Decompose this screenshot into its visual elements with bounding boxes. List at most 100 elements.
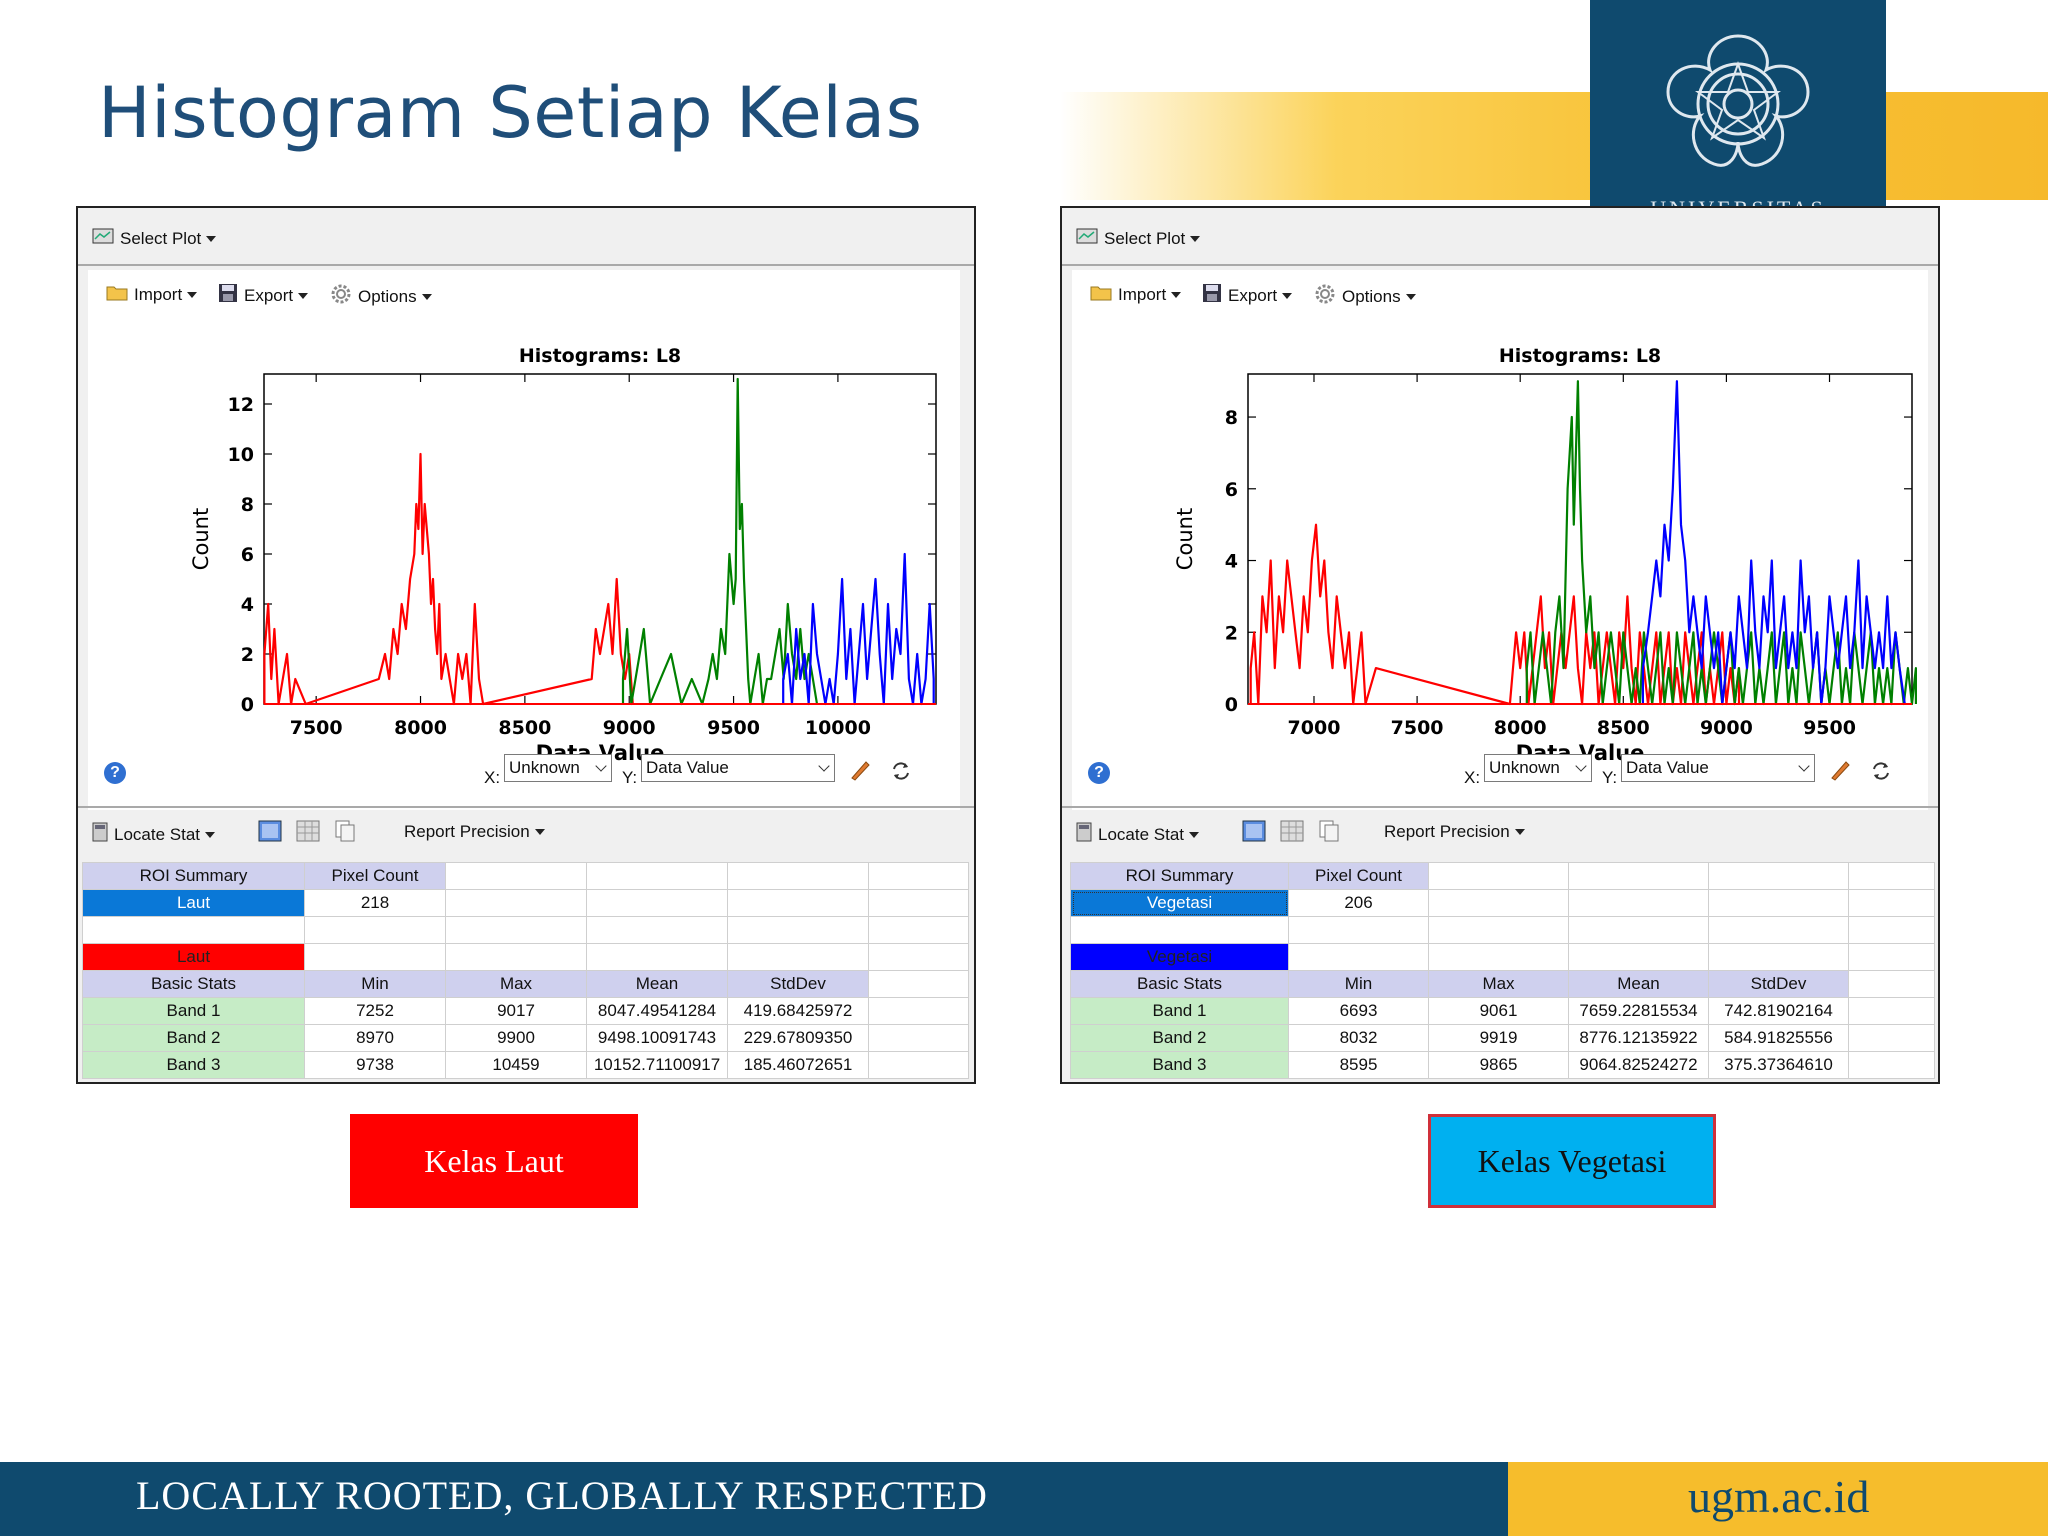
y-tick-label: 2: [1225, 622, 1238, 644]
histogram-series-1: [621, 377, 819, 706]
plot-icon: [1076, 228, 1098, 249]
y-axis-select[interactable]: Data Value: [1621, 754, 1815, 782]
y-tick-label: 6: [1225, 479, 1238, 501]
empty-cell: [868, 889, 969, 917]
options-menu[interactable]: Options: [1314, 283, 1416, 310]
table-row: Band 2 8970 9900 9498.10091743 229.67809…: [82, 1024, 969, 1052]
import-label: Import: [134, 284, 183, 304]
mean-header: Mean: [586, 970, 728, 998]
table-row: Band 1 6693 9061 7659.22815534 742.81902…: [1070, 997, 1935, 1025]
help-icon[interactable]: ?: [104, 762, 126, 784]
band-max: 9061: [1428, 997, 1569, 1025]
import-menu[interactable]: Import: [106, 283, 198, 306]
select-plot-menu[interactable]: Select Plot: [1076, 228, 1201, 249]
chevron-down-icon: [1171, 291, 1182, 298]
histogram-series-0: [263, 452, 634, 706]
band-stddev: 742.81902164: [1708, 997, 1849, 1025]
x-tick-label: 10000: [805, 717, 871, 739]
pencil-icon[interactable]: [848, 758, 872, 787]
select-plot-menu[interactable]: Select Plot: [92, 228, 217, 249]
empty-cell: [1708, 943, 1849, 971]
chevron-down-icon: [1405, 293, 1416, 300]
roi-statistics-table: ROI Summary Pixel Count Vegetasi 206 Veg…: [1070, 862, 1935, 1079]
y-axis-label: Count: [1173, 508, 1197, 570]
copy-icon[interactable]: [334, 820, 356, 847]
max-header: Max: [445, 970, 587, 998]
band-mean: 9064.82524272: [1568, 1051, 1709, 1079]
y-tick-label: 4: [241, 594, 254, 616]
export-menu[interactable]: Export: [218, 283, 309, 308]
help-icon[interactable]: ?: [1088, 762, 1110, 784]
x-axis-select[interactable]: Unknown: [504, 754, 612, 782]
pixel-count-header: Pixel Count: [304, 862, 446, 890]
empty-cell: [1848, 862, 1935, 890]
roi-summary-header: ROI Summary: [82, 862, 305, 890]
band-max: 9919: [1428, 1024, 1569, 1052]
empty-cell: [868, 1024, 969, 1052]
empty-cell: [82, 916, 305, 944]
locate-stat-menu[interactable]: Locate Stat: [1076, 822, 1200, 847]
locate-stat-menu[interactable]: Locate Stat: [92, 822, 216, 847]
footer-motto: LOCALLY ROOTED, GLOBALLY RESPECTED: [136, 1473, 988, 1518]
pencil-icon[interactable]: [1828, 758, 1852, 787]
table-view-icon[interactable]: [1242, 820, 1266, 847]
caption-text: Kelas Vegetasi: [1477, 1142, 1667, 1179]
table-row: [82, 916, 969, 944]
footer-url[interactable]: ugm.ac.id: [1688, 1471, 1870, 1522]
panel-divider: [78, 806, 974, 808]
histogram-panel-laut: Select Plot Import Export Options Histog…: [76, 206, 976, 1084]
max-header: Max: [1428, 970, 1569, 998]
empty-cell: [586, 943, 728, 971]
band-name: Band 2: [82, 1024, 305, 1052]
band-stddev: 229.67809350: [727, 1024, 869, 1052]
refresh-icon[interactable]: [1870, 760, 1892, 787]
footer-bar: [0, 1462, 1508, 1536]
roi-name-cell[interactable]: Laut: [82, 889, 305, 917]
band-min: 8970: [304, 1024, 446, 1052]
y-tick-label: 8: [241, 494, 254, 516]
select-plot-label: Select Plot: [1104, 228, 1186, 248]
basic-stats-header: Basic Stats: [1070, 970, 1289, 998]
y-axis-select[interactable]: Data Value: [641, 754, 835, 782]
band-mean: 7659.22815534: [1568, 997, 1709, 1025]
chevron-down-icon: [595, 760, 607, 772]
x-tick-label: 9500: [1803, 717, 1856, 739]
band-stddev: 419.68425972: [727, 997, 869, 1025]
refresh-icon[interactable]: [890, 760, 912, 787]
options-label: Options: [1342, 286, 1401, 306]
roi-color-swatch[interactable]: Vegetasi: [1070, 943, 1289, 971]
folder-icon: [1090, 283, 1112, 306]
x-tick-label: 9500: [707, 717, 760, 739]
table-row: Basic Stats Min Max Mean StdDev: [1070, 970, 1935, 998]
save-icon: [1202, 283, 1222, 308]
report-precision-menu[interactable]: Report Precision: [404, 822, 545, 842]
x-tick-label: 9000: [1700, 717, 1753, 739]
empty-cell: [1848, 916, 1935, 944]
y-tick-label: 2: [241, 644, 254, 666]
empty-cell: [727, 943, 869, 971]
x-tick-label: 7000: [1288, 717, 1341, 739]
table-row: Vegetasi: [1070, 943, 1935, 971]
copy-icon[interactable]: [1318, 820, 1340, 847]
report-precision-menu[interactable]: Report Precision: [1384, 822, 1525, 842]
roi-statistics-table: ROI Summary Pixel Count Laut 218 Laut Ba…: [82, 862, 969, 1079]
empty-cell: [586, 889, 728, 917]
table-row: Band 3 8595 9865 9064.82524272 375.37364…: [1070, 1051, 1935, 1079]
options-menu[interactable]: Options: [330, 283, 432, 310]
empty-cell: [868, 943, 969, 971]
x-axis-select[interactable]: Unknown: [1484, 754, 1592, 782]
roi-name-cell[interactable]: Vegetasi: [1070, 889, 1289, 917]
export-menu[interactable]: Export: [1202, 283, 1293, 308]
empty-cell: [586, 862, 728, 890]
empty-cell: [1428, 862, 1569, 890]
empty-cell: [868, 1051, 969, 1079]
grid-view-icon[interactable]: [1280, 820, 1304, 847]
grid-view-icon[interactable]: [296, 820, 320, 847]
import-menu[interactable]: Import: [1090, 283, 1182, 306]
roi-color-swatch[interactable]: Laut: [82, 943, 305, 971]
empty-cell: [1288, 943, 1429, 971]
gear-icon: [1314, 283, 1336, 310]
empty-cell: [1848, 889, 1935, 917]
table-view-icon[interactable]: [258, 820, 282, 847]
panel-divider: [1062, 806, 1938, 808]
